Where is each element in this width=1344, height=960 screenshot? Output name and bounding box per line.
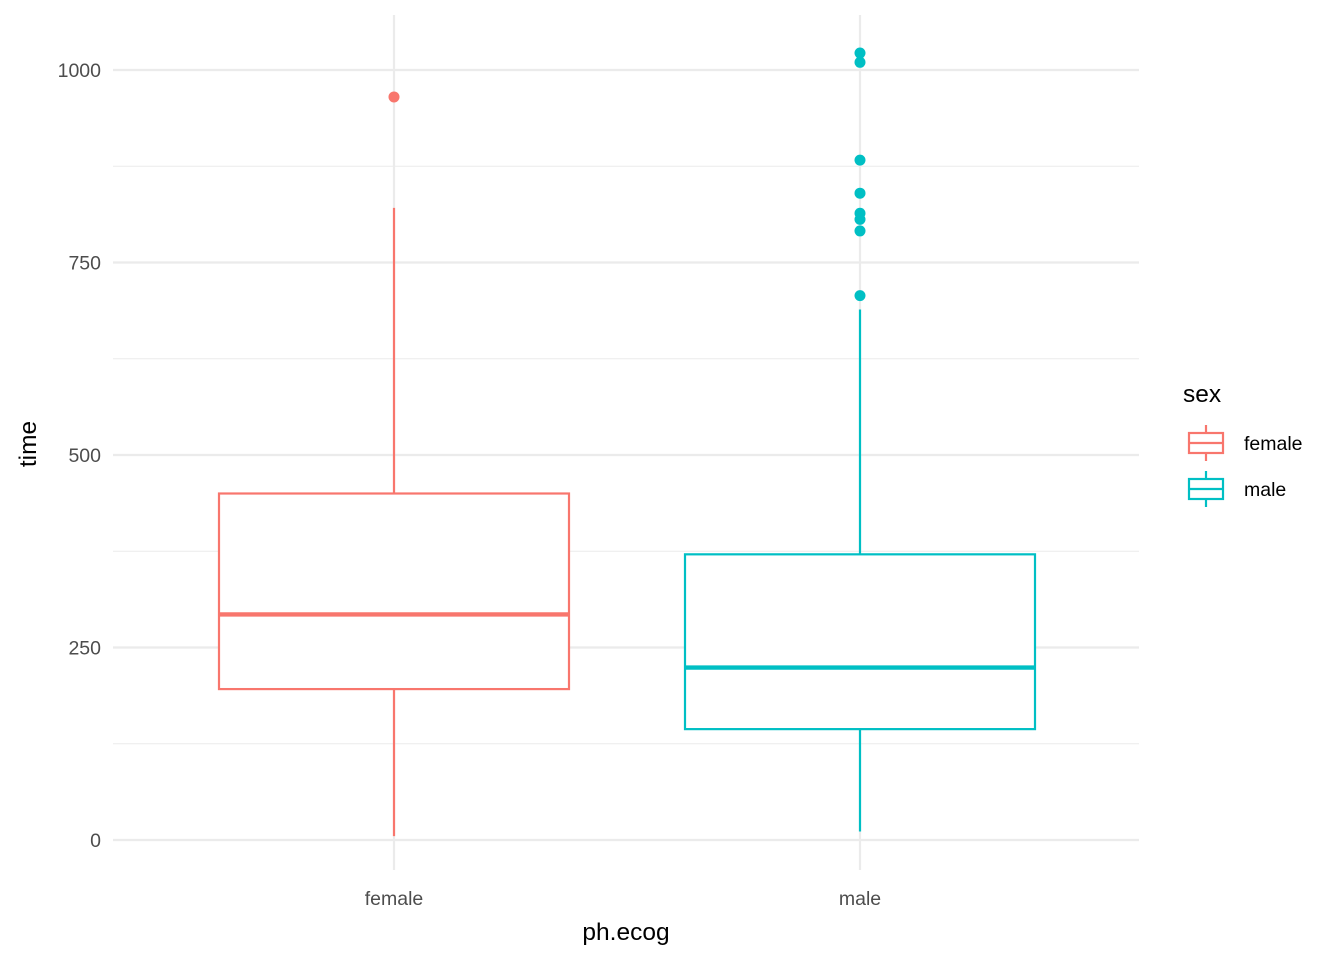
grid-lines [113,15,1139,870]
legend: sex female male [1183,381,1303,507]
legend-item-female: female [1187,425,1303,461]
x-tick-label: male [839,888,881,910]
y-tick-labels: 0 250 500 750 1000 [58,60,102,852]
y-tick-label: 250 [68,638,101,660]
y-tick-label: 1000 [58,60,102,82]
iqr-box [683,553,1037,731]
outlier-point [854,56,866,68]
legend-item-male: male [1187,471,1286,507]
box-female [217,91,571,837]
y-tick-label: 0 [90,830,101,852]
x-axis-title: ph.ecog [582,919,669,946]
outlier-point [854,207,866,219]
outlier-point [854,154,866,166]
outlier-point [854,225,866,237]
x-tick-label: female [365,888,424,910]
outlier-point [854,47,866,59]
y-tick-label: 750 [68,253,101,275]
box-male [683,47,1037,832]
outlier-point [388,91,400,103]
legend-label: male [1244,479,1286,501]
legend-keys: female male [1187,425,1303,507]
outlier-point [854,290,866,302]
y-axis-title: time [15,421,42,467]
y-tick-label: 500 [68,445,101,467]
boxes [217,47,1037,837]
outlier-point [854,187,866,199]
iqr-box [217,492,571,691]
x-tick-labels: female male [365,888,881,910]
legend-label: female [1244,433,1303,455]
legend-title: sex [1183,381,1221,408]
